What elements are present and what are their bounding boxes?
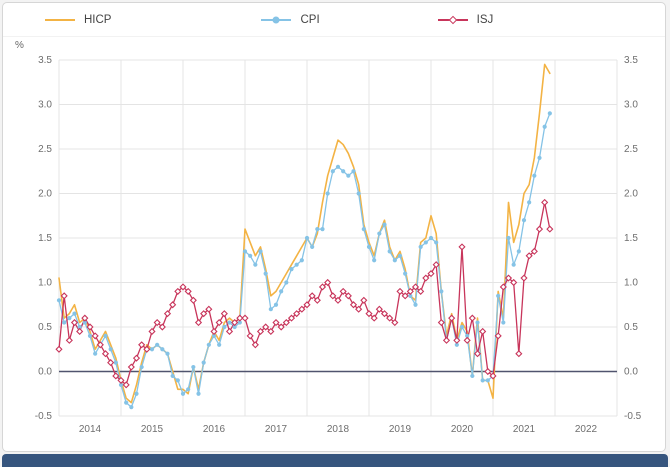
svg-text:3.0: 3.0 bbox=[38, 100, 52, 111]
svg-text:2020: 2020 bbox=[451, 424, 474, 435]
legend-label-hicp: HICP bbox=[84, 13, 112, 26]
isj-line-diamond-icon bbox=[437, 15, 468, 24]
legend-item-isj[interactable]: ISJ bbox=[437, 13, 494, 26]
svg-text:0.5: 0.5 bbox=[624, 322, 638, 333]
svg-text:3.5: 3.5 bbox=[38, 55, 52, 66]
cpi-line-dot-icon bbox=[261, 16, 292, 23]
svg-text:2.0: 2.0 bbox=[38, 189, 52, 200]
svg-text:1.5: 1.5 bbox=[38, 233, 52, 244]
legend-label-isj: ISJ bbox=[476, 13, 494, 26]
svg-text:2021: 2021 bbox=[513, 424, 536, 435]
svg-text:0.0: 0.0 bbox=[38, 367, 52, 378]
svg-text:2022: 2022 bbox=[575, 424, 598, 435]
svg-text:-0.5: -0.5 bbox=[35, 411, 53, 422]
svg-text:2019: 2019 bbox=[389, 424, 412, 435]
svg-text:2017: 2017 bbox=[265, 424, 288, 435]
svg-text:2014: 2014 bbox=[79, 424, 102, 435]
svg-text:1.0: 1.0 bbox=[624, 278, 638, 289]
legend-item-cpi[interactable]: CPI bbox=[261, 13, 320, 26]
chart-panel: HICP CPI ISJ % 3.5 3.5 3.0 3.0 2.5 2.5 2.0 2.0 1… bbox=[2, 2, 666, 452]
svg-text:2.5: 2.5 bbox=[624, 144, 638, 155]
bottom-bar bbox=[2, 454, 668, 467]
svg-text:3.5: 3.5 bbox=[624, 55, 638, 66]
svg-text:2015: 2015 bbox=[141, 424, 164, 435]
svg-text:1.5: 1.5 bbox=[624, 233, 638, 244]
hicp-line-icon bbox=[45, 18, 75, 21]
svg-text:2.5: 2.5 bbox=[38, 144, 52, 155]
svg-text:2016: 2016 bbox=[203, 424, 226, 435]
legend-item-hicp[interactable]: HICP bbox=[45, 14, 111, 26]
svg-text:2018: 2018 bbox=[327, 424, 350, 435]
legend-label-cpi: CPI bbox=[300, 13, 320, 26]
inflation-line-chart: 3.5 3.5 3.0 3.0 2.5 2.5 2.0 2.0 1.5 1.5 1.0 1.0 0.5 0… bbox=[35, 55, 642, 435]
svg-text:0.0: 0.0 bbox=[624, 367, 638, 378]
svg-text:3.0: 3.0 bbox=[624, 100, 638, 111]
svg-text:1.0: 1.0 bbox=[38, 278, 52, 289]
svg-text:2.0: 2.0 bbox=[624, 189, 638, 200]
chart-legend: HICP CPI ISJ bbox=[3, 3, 665, 37]
svg-text:0.5: 0.5 bbox=[38, 322, 52, 333]
y-axis-unit-label: % bbox=[15, 40, 24, 51]
svg-text:-0.5: -0.5 bbox=[624, 411, 642, 422]
